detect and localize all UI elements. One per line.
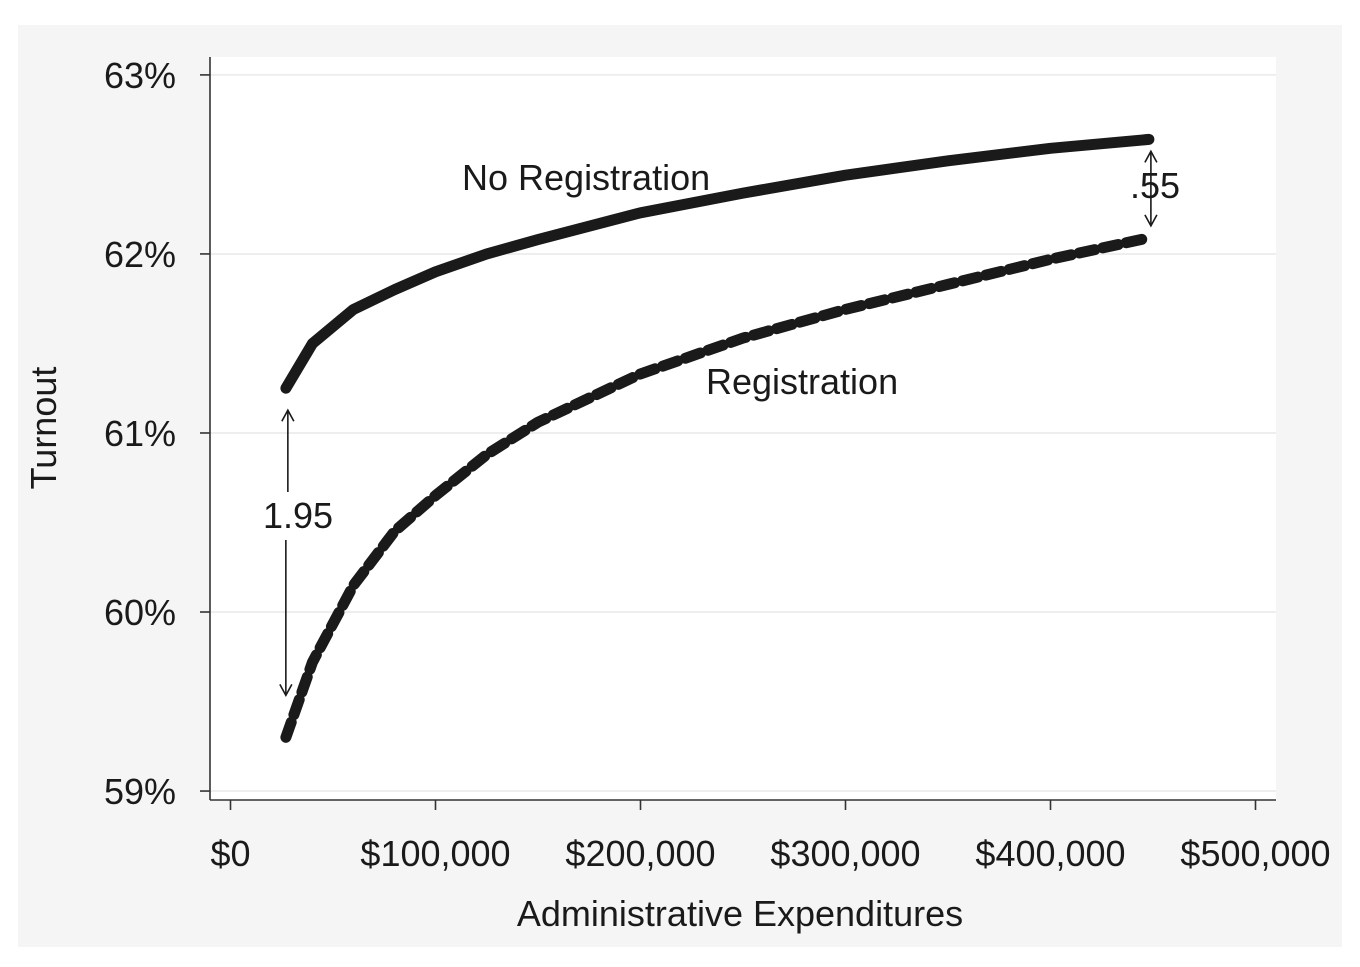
plot-area [210,57,1276,800]
annotation-0-55: .55 [1130,165,1180,206]
y-tick-label: 59% [104,771,176,812]
arrowhead-up-icon [281,408,295,422]
annotations: 1.95 .55 [263,149,1180,698]
annotation-1-95: 1.95 [263,495,333,536]
series-label-registration: Registration [706,361,898,402]
y-tick-label: 62% [104,234,176,275]
arrowhead-down-icon [1144,214,1158,228]
x-ticks: $0 $100,000 $200,000 $300,000 $400,000 $500,0… [210,800,1331,874]
y-tick-label: 63% [104,55,176,96]
x-tick-label: $300,000 [770,833,920,874]
series-group [280,133,1155,743]
series-line-registration [280,232,1155,743]
y-tick-label: 60% [104,592,176,633]
x-tick-label: $100,000 [360,833,510,874]
axes [209,57,1276,801]
arrowhead-down-icon [279,683,293,698]
y-ticks: 59% 60% 61% 62% 63% [104,55,210,812]
x-tick-label: $500,000 [1180,833,1330,874]
x-tick-label: $400,000 [975,833,1125,874]
y-axis-label: Turnout [23,367,64,490]
gridlines [210,73,1276,793]
x-tick-label: $200,000 [565,833,715,874]
x-axis-label: Administrative Expenditures [517,893,963,934]
series-label-no-registration: No Registration [462,157,710,198]
series-line-no-registration [280,133,1155,394]
y-tick-label: 61% [104,413,176,454]
x-tick-label: $0 [210,833,250,874]
arrowhead-up-icon [1144,149,1158,163]
